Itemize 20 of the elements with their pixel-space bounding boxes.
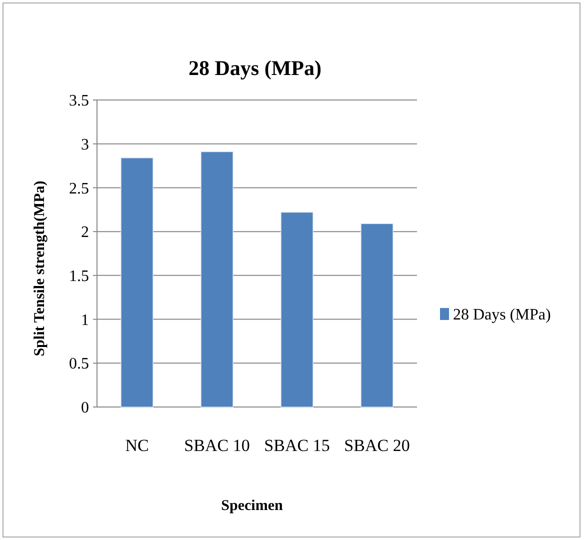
x-tick-label: SBAC 20 (344, 436, 410, 455)
y-tick-label: 3 (81, 136, 89, 154)
bar (200, 151, 234, 408)
legend-label: 28 Days (MPa) (453, 306, 551, 324)
y-tick-label: 2 (81, 224, 89, 242)
y-tick-label: 2.5 (69, 180, 89, 198)
x-tick-label: SBAC 10 (184, 436, 250, 455)
bar (280, 212, 314, 408)
x-axis-title: Specimen (221, 498, 284, 514)
x-tick-label: NC (125, 436, 149, 455)
bar (120, 158, 154, 408)
y-tick-label: 0 (81, 400, 89, 417)
y-axis-title: Split Tensile strength(MPa) (32, 180, 48, 356)
y-tick-label: 1 (81, 312, 89, 329)
y-tick-label: 3.5 (69, 92, 89, 110)
x-tick-label: SBAC 15 (264, 436, 330, 455)
y-tick-label: 1.5 (69, 268, 89, 286)
bar (360, 223, 394, 408)
chart-title: 28 Days (MPa) (188, 56, 322, 80)
y-tick-label: 0.5 (69, 356, 89, 373)
